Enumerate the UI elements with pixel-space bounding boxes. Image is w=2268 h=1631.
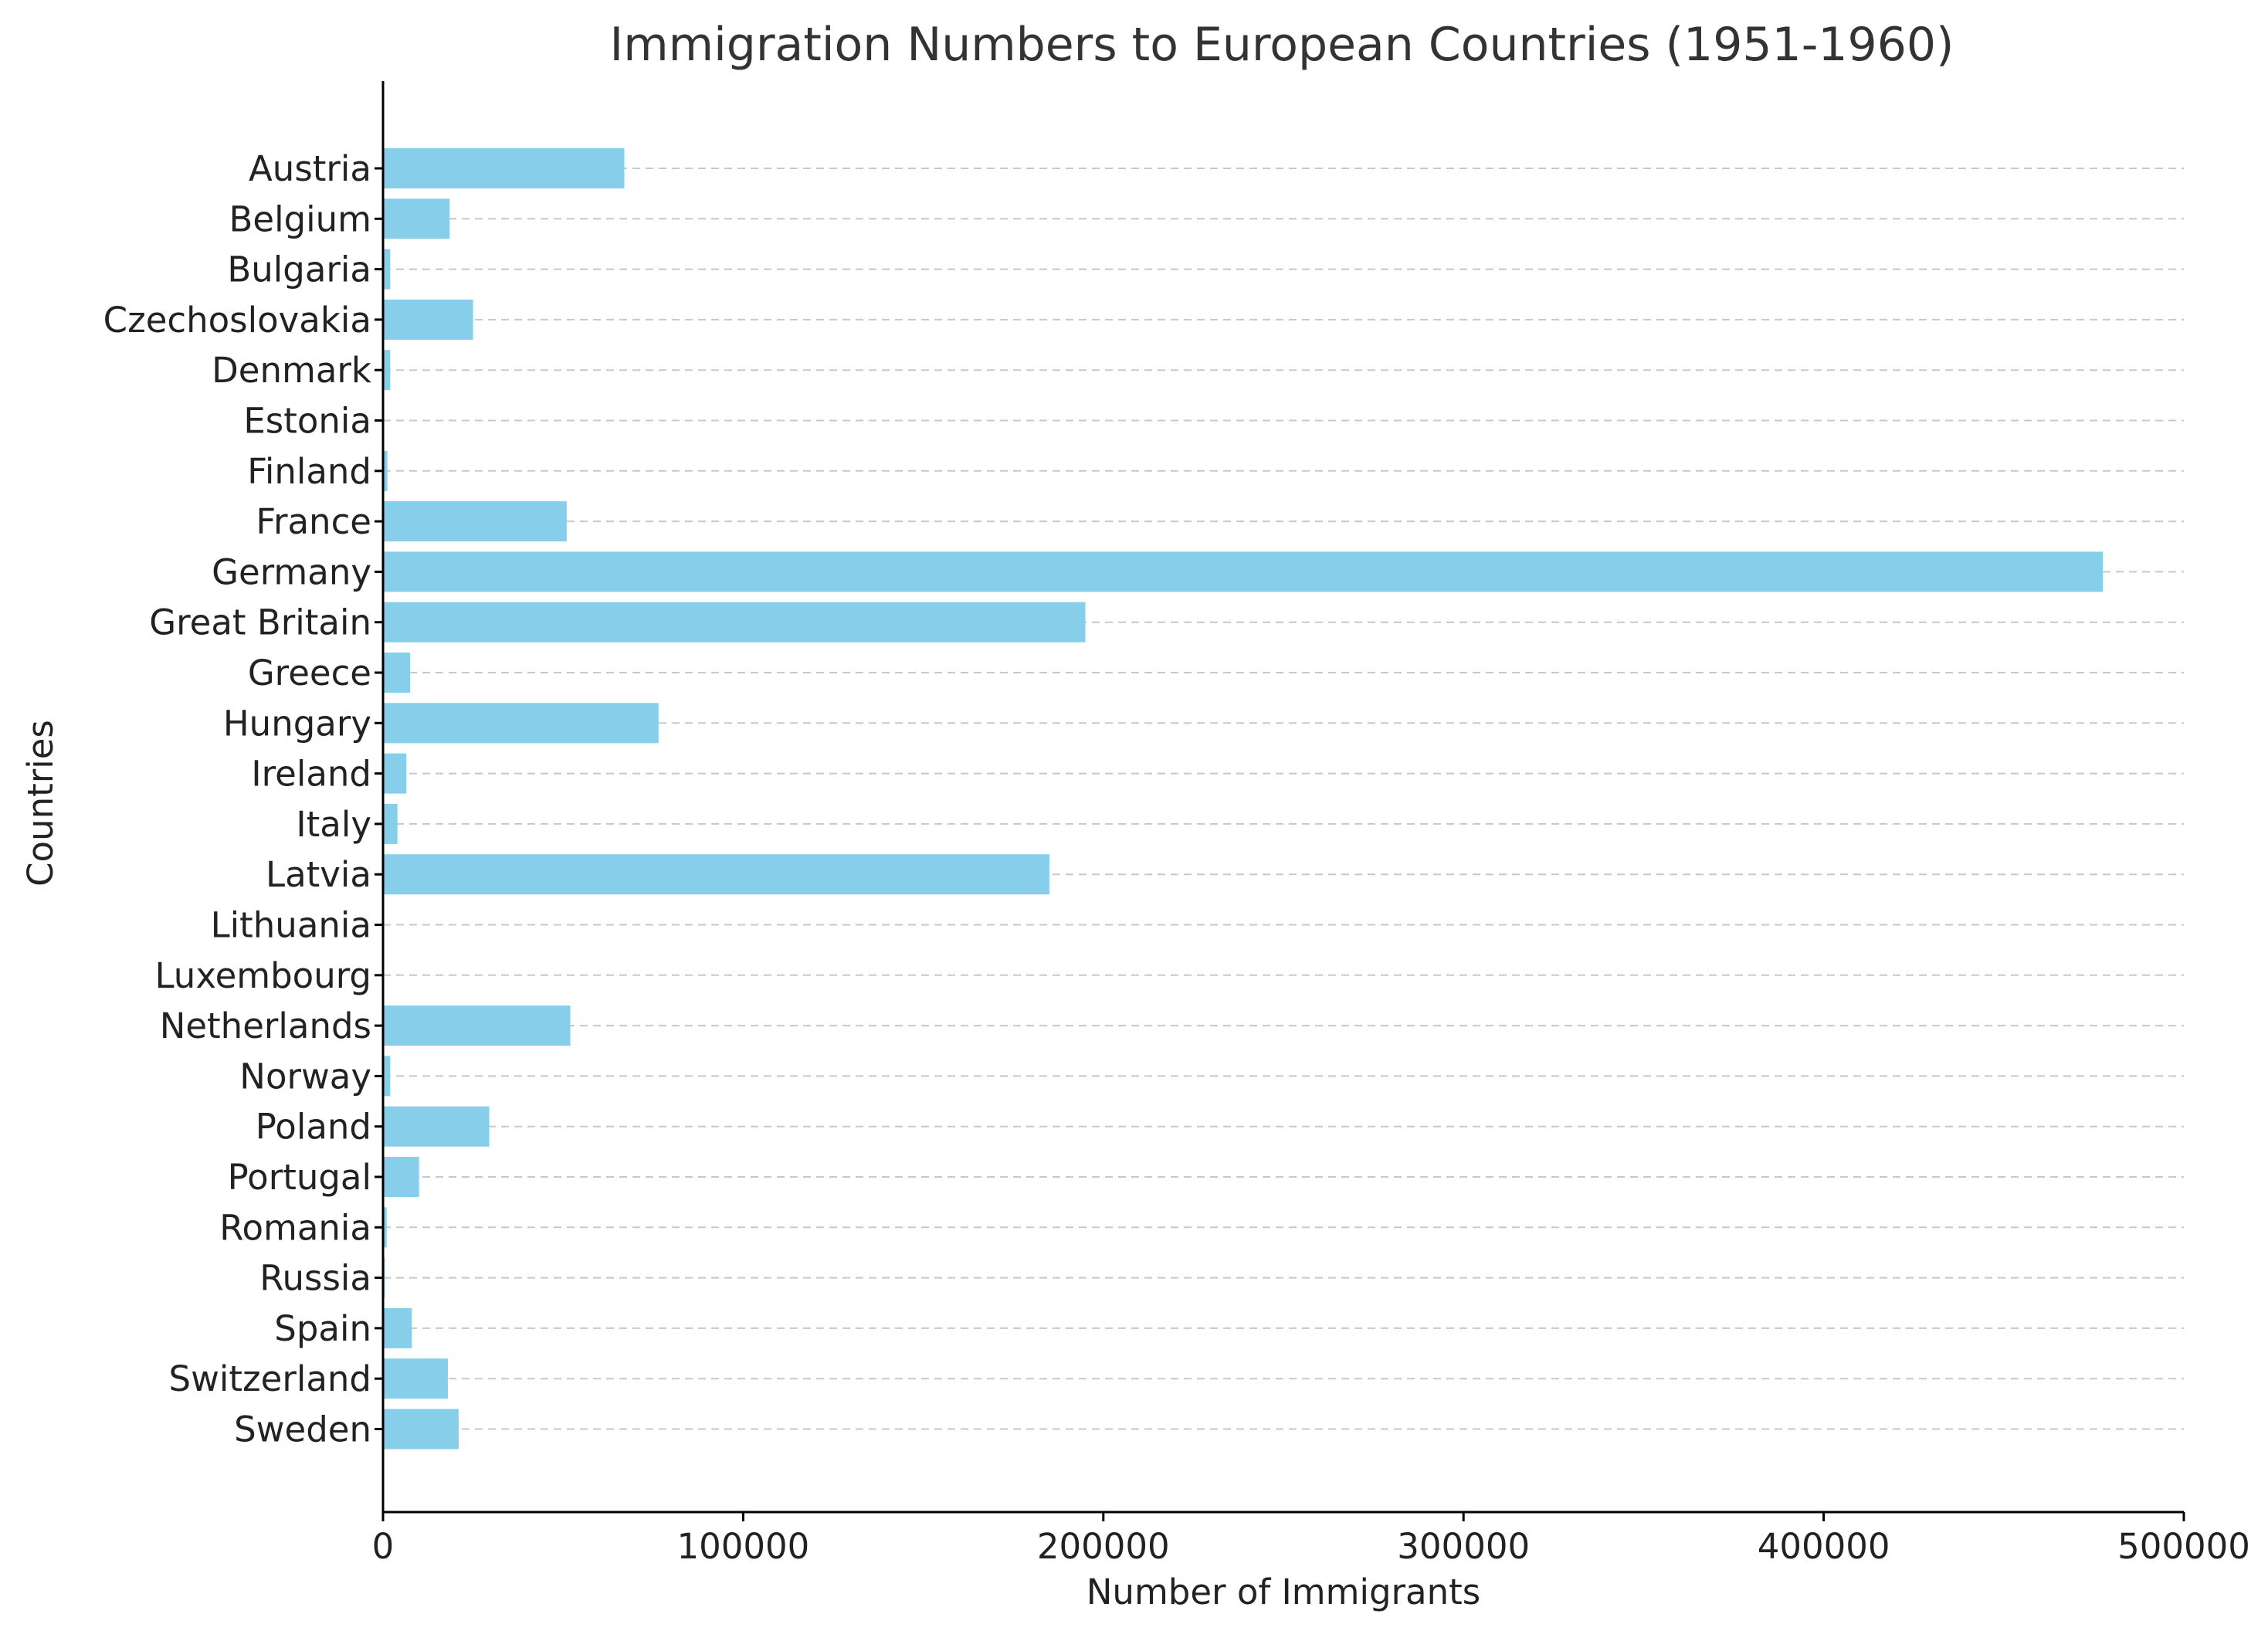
bar-latvia (383, 854, 1049, 895)
y-tick-label: Netherlands (160, 1005, 371, 1046)
x-tick-label: 400000 (1758, 1526, 1890, 1567)
x-tick-label: 0 (372, 1526, 395, 1567)
bars (383, 148, 2104, 1450)
y-tick-label: Portugal (228, 1157, 371, 1198)
x-tick-label: 100000 (677, 1526, 810, 1567)
bar-spain (383, 1307, 412, 1348)
bar-netherlands (383, 1005, 571, 1046)
y-tick-label: Switzerland (169, 1358, 372, 1399)
bar-belgium (383, 198, 450, 239)
y-tick-label: Russia (259, 1258, 371, 1299)
y-tick-label: Finland (247, 451, 371, 492)
bar-poland (383, 1106, 490, 1147)
y-tick-label: Spain (274, 1308, 371, 1349)
x-tick-label: 200000 (1037, 1526, 1170, 1567)
y-tick-label: France (256, 501, 371, 542)
bar-austria (383, 148, 625, 188)
y-tick-label: Great Britain (149, 602, 371, 643)
y-tick-label: Bulgaria (227, 249, 371, 290)
y-tick-label: Italy (296, 804, 371, 845)
bar-italy (383, 803, 398, 844)
bar-great-britain (383, 602, 1086, 643)
y-axis-ticks: Austria Belgium Bulgaria Czechoslovakia Denm… (103, 148, 383, 1450)
x-axis-label: Number of Immigrants (1087, 1572, 1480, 1612)
bar-ireland (383, 753, 407, 794)
bar-finland (383, 450, 388, 491)
bar-sweden (383, 1409, 459, 1450)
bar-norway (383, 1056, 391, 1097)
y-tick-label: Denmark (212, 350, 371, 391)
y-axis-label: Countries (20, 720, 61, 887)
bar-hungary (383, 703, 659, 744)
y-tick-label: Belgium (229, 198, 371, 239)
bar-germany (383, 551, 2104, 592)
y-tick-label: Estonia (243, 401, 371, 442)
bar-denmark (383, 350, 391, 391)
bar-portugal (383, 1157, 419, 1197)
y-tick-label: Sweden (234, 1409, 371, 1450)
y-tick-label: Romania (219, 1207, 371, 1248)
bar-bulgaria (383, 249, 391, 290)
bar-czechoslovakia (383, 299, 473, 340)
y-tick-label: Norway (239, 1056, 371, 1097)
bar-france (383, 501, 567, 542)
y-tick-label: Poland (256, 1107, 371, 1148)
y-tick-label: Ireland (251, 754, 371, 795)
y-tick-label: Lithuania (211, 905, 371, 946)
y-tick-label: Austria (249, 148, 371, 189)
x-axis-ticks: 0 100000 200000 300000 400000 500000 (372, 1512, 2250, 1567)
y-tick-label: Czechoslovakia (103, 300, 371, 341)
x-tick-label: 300000 (1397, 1526, 1530, 1567)
chart-title: Immigration Numbers to European Countrie… (610, 18, 1954, 72)
grid-lines (383, 168, 2184, 1430)
y-tick-label: Germany (212, 551, 371, 592)
y-tick-label: Luxembourg (155, 955, 371, 996)
bar-switzerland (383, 1358, 448, 1399)
bar-greece (383, 653, 410, 693)
y-tick-label: Greece (248, 653, 371, 693)
y-tick-label: Latvia (266, 854, 371, 895)
bar-romania (383, 1207, 387, 1248)
y-tick-label: Hungary (223, 703, 371, 744)
x-tick-label: 500000 (2117, 1526, 2250, 1567)
